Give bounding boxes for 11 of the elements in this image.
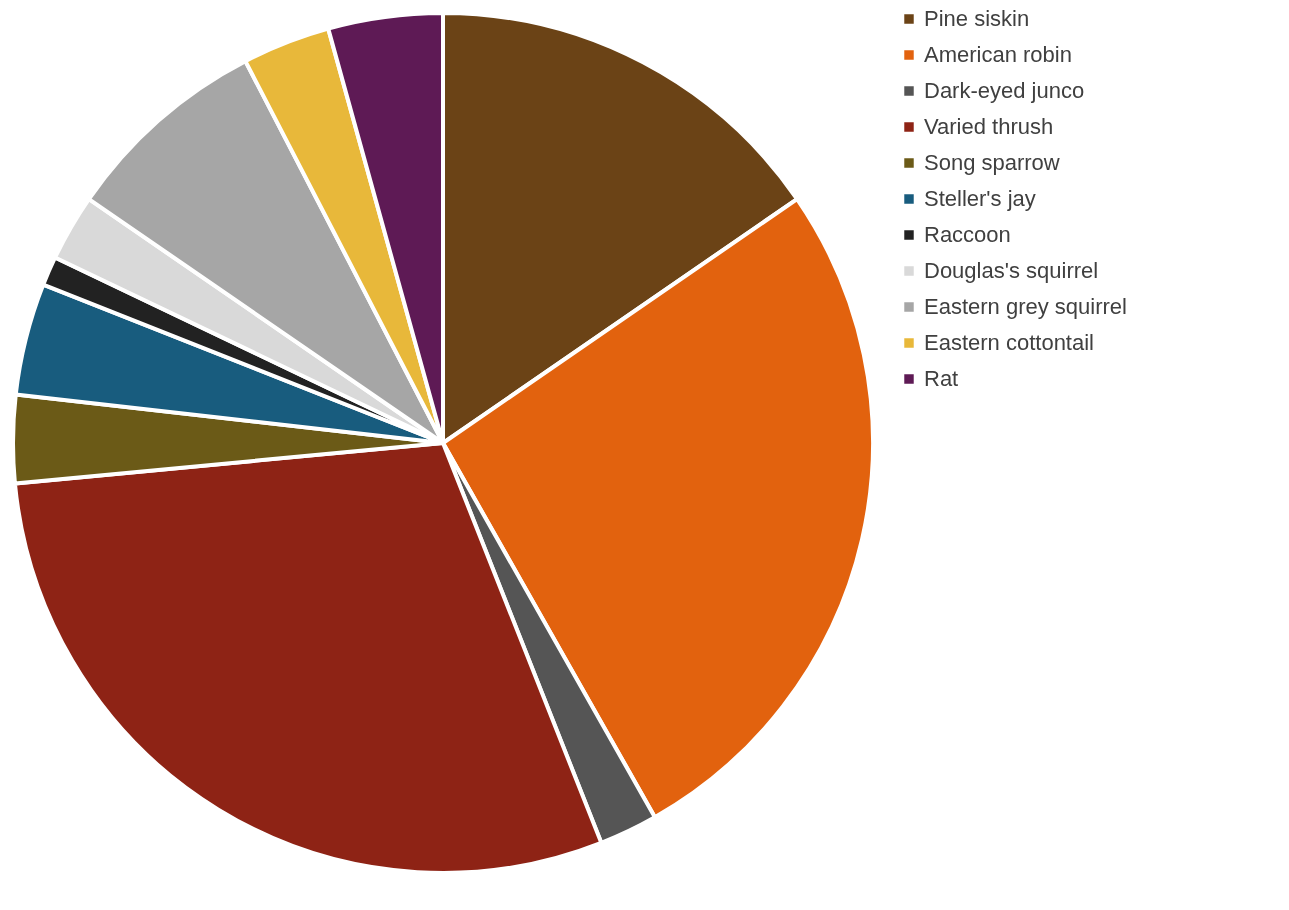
legend-label: Song sparrow	[924, 150, 1060, 175]
legend-label: Varied thrush	[924, 114, 1054, 139]
legend-label: Eastern grey squirrel	[924, 294, 1127, 319]
legend-label: Pine siskin	[924, 6, 1030, 31]
legend-label: Eastern cottontail	[924, 330, 1094, 355]
legend-label: Douglas's squirrel	[924, 258, 1099, 283]
legend-label: American robin	[924, 42, 1072, 67]
legend-label: Rat	[924, 366, 959, 391]
legend-label: Dark-eyed junco	[924, 78, 1085, 103]
legend-label: Raccoon	[924, 222, 1011, 247]
legend-label: Steller's jay	[924, 186, 1036, 211]
